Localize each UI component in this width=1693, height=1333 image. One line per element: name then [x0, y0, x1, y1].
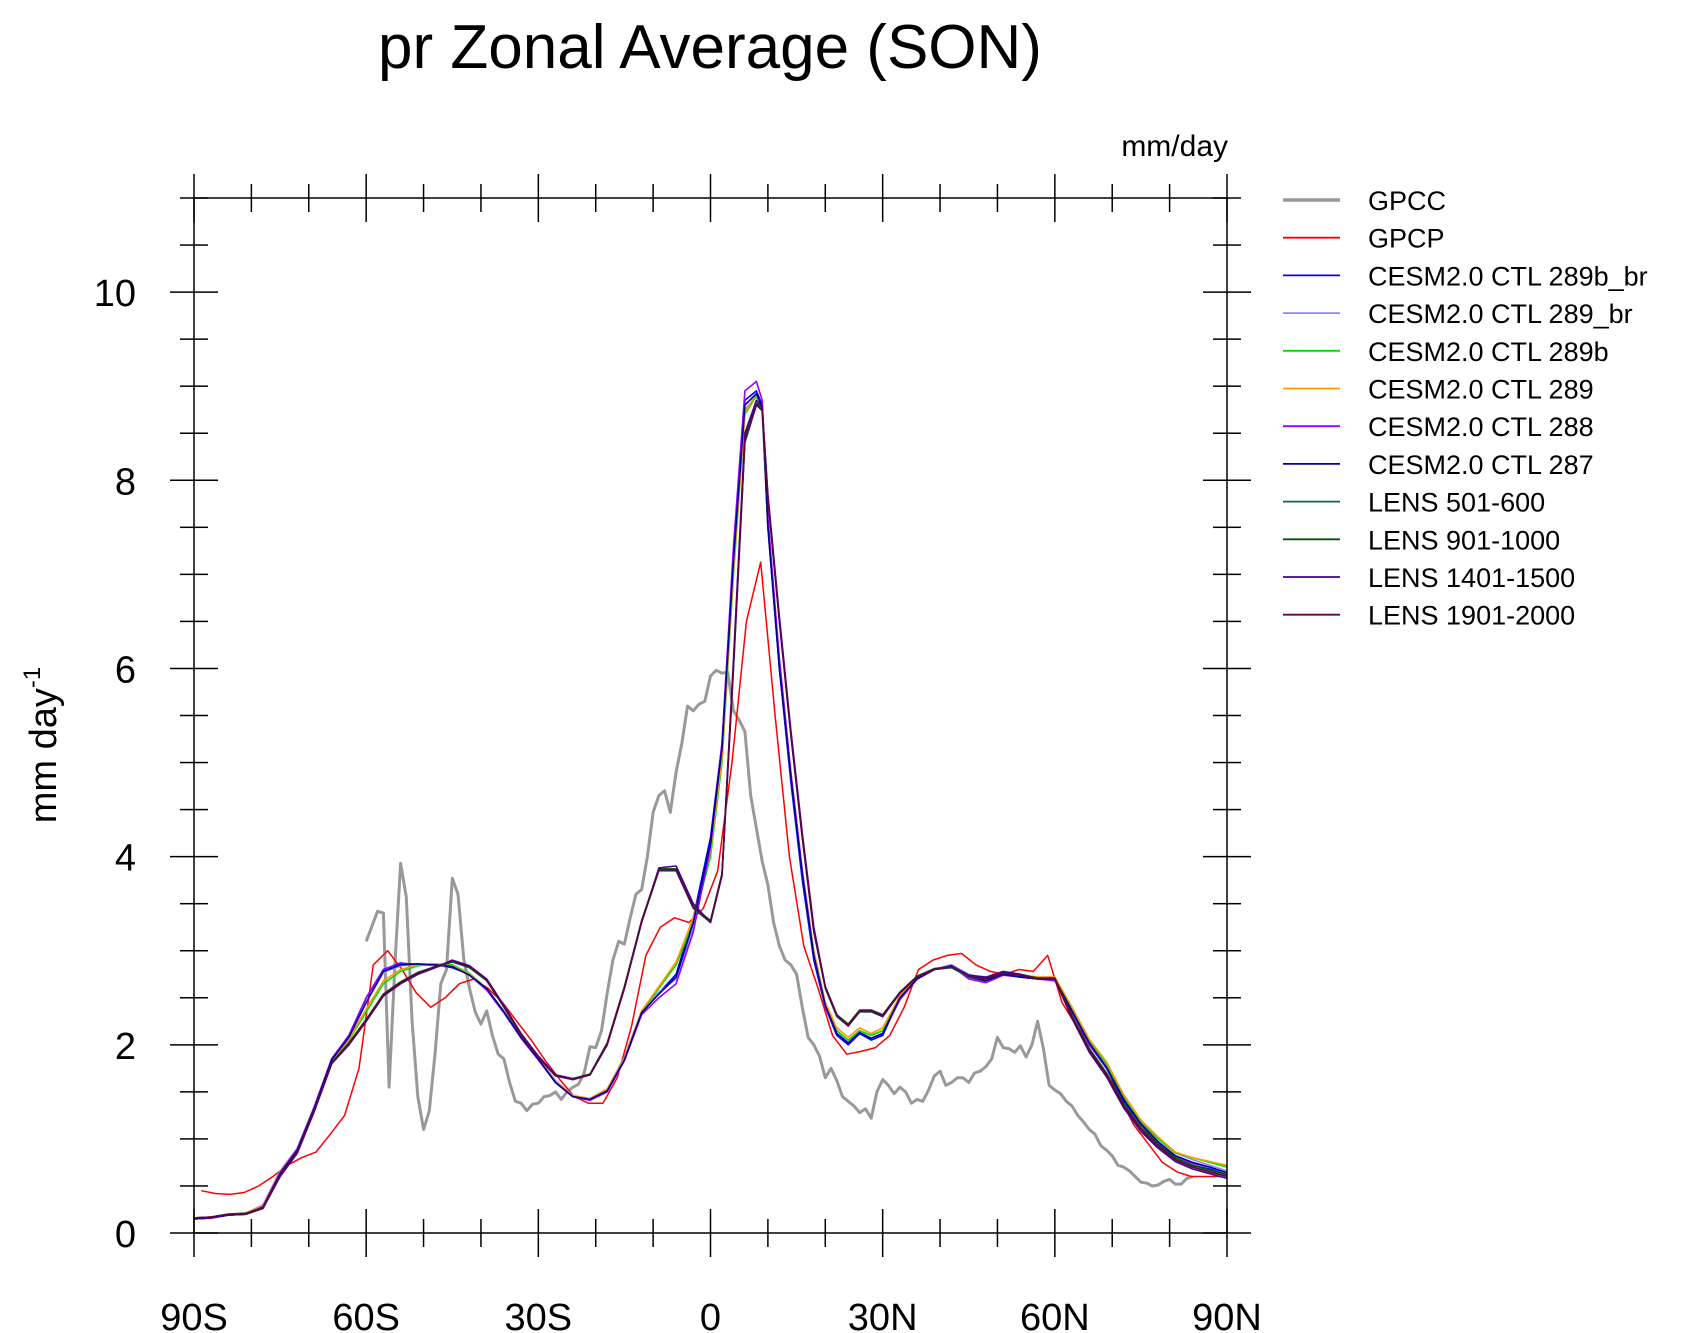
- y-tick-label: 8: [115, 461, 136, 503]
- series-line-gpcc: [364, 668, 1194, 1188]
- series-line-gpcp: [201, 561, 1220, 1196]
- x-tick-label: 60S: [332, 1297, 400, 1333]
- legend-label-cesm2-0-ctl-287: CESM2.0 CTL 287: [1368, 450, 1594, 480]
- y-tick-label: 0: [115, 1214, 136, 1256]
- x-tick-label: 60N: [1020, 1297, 1090, 1333]
- series-line-cesm2-0-ctl-288: [193, 380, 1228, 1220]
- series-line-lens-501-600: [193, 404, 1228, 1219]
- x-tick-label: 0: [700, 1297, 721, 1333]
- legend-label-lens-1901-2000: LENS 1901-2000: [1368, 601, 1575, 631]
- y-tick-label: 6: [115, 649, 136, 691]
- series-line-cesm2-0-ctl-289b: [193, 394, 1228, 1220]
- legend-label-gpcc: GPCC: [1368, 186, 1446, 216]
- y-axis-label-text: mm day: [23, 688, 65, 823]
- chart-title: pr Zonal Average (SON): [378, 13, 1042, 82]
- legend-label-cesm2-0-ctl-289-br: CESM2.0 CTL 289_br: [1368, 299, 1633, 329]
- y-axis-label: mm day-1: [19, 667, 65, 823]
- y-tick-label: 4: [115, 838, 136, 880]
- series-line-cesm2-0-ctl-289: [193, 392, 1228, 1219]
- axis-ticks: [170, 174, 1251, 1257]
- series-line-cesm2-0-ctl-287: [193, 392, 1228, 1220]
- series-line-lens-901-1000: [193, 402, 1228, 1219]
- x-tick-label: 90N: [1192, 1297, 1262, 1333]
- units-label: mm/day: [1121, 130, 1228, 163]
- legend-label-gpcp: GPCP: [1368, 224, 1445, 254]
- legend-label-lens-1401-1500: LENS 1401-1500: [1368, 563, 1575, 593]
- legend-label-cesm2-0-ctl-289b: CESM2.0 CTL 289b: [1368, 337, 1609, 367]
- legend-label-lens-501-600: LENS 501-600: [1368, 488, 1545, 518]
- series-line-lens-1401-1500: [193, 399, 1228, 1220]
- legend: GPCC GPCP CESM2.0 CTL 289b_br CESM2.0 CTL 2…: [1283, 186, 1648, 631]
- legend-label-cesm2-0-ctl-289: CESM2.0 CTL 289: [1368, 375, 1594, 405]
- legend-label-cesm2-0-ctl-289b-br: CESM2.0 CTL 289b_br: [1368, 261, 1648, 291]
- y-tick-labels: 0 2 4 6 8 10: [94, 273, 136, 1256]
- plot-lines: [193, 380, 1228, 1220]
- y-axis-label-exponent: -1: [19, 667, 46, 688]
- legend-label-lens-901-1000: LENS 901-1000: [1368, 525, 1560, 555]
- x-tick-label: 30S: [505, 1297, 573, 1333]
- series-line-lens-1901-2000: [193, 404, 1228, 1219]
- x-tick-label: 30N: [848, 1297, 918, 1333]
- y-tick-label: 10: [94, 273, 136, 315]
- y-tick-label: 2: [115, 1026, 136, 1068]
- x-tick-labels: 90S 60S 30S 0 30N 60N 90N: [160, 1297, 1262, 1333]
- series-line-cesm2-0-ctl-289-br: [193, 394, 1228, 1219]
- series-line-cesm2-0-ctl-289b-br: [193, 390, 1228, 1220]
- x-tick-label: 90S: [160, 1297, 228, 1333]
- legend-label-cesm2-0-ctl-288: CESM2.0 CTL 288: [1368, 412, 1594, 442]
- plot-frame: [193, 197, 1228, 1234]
